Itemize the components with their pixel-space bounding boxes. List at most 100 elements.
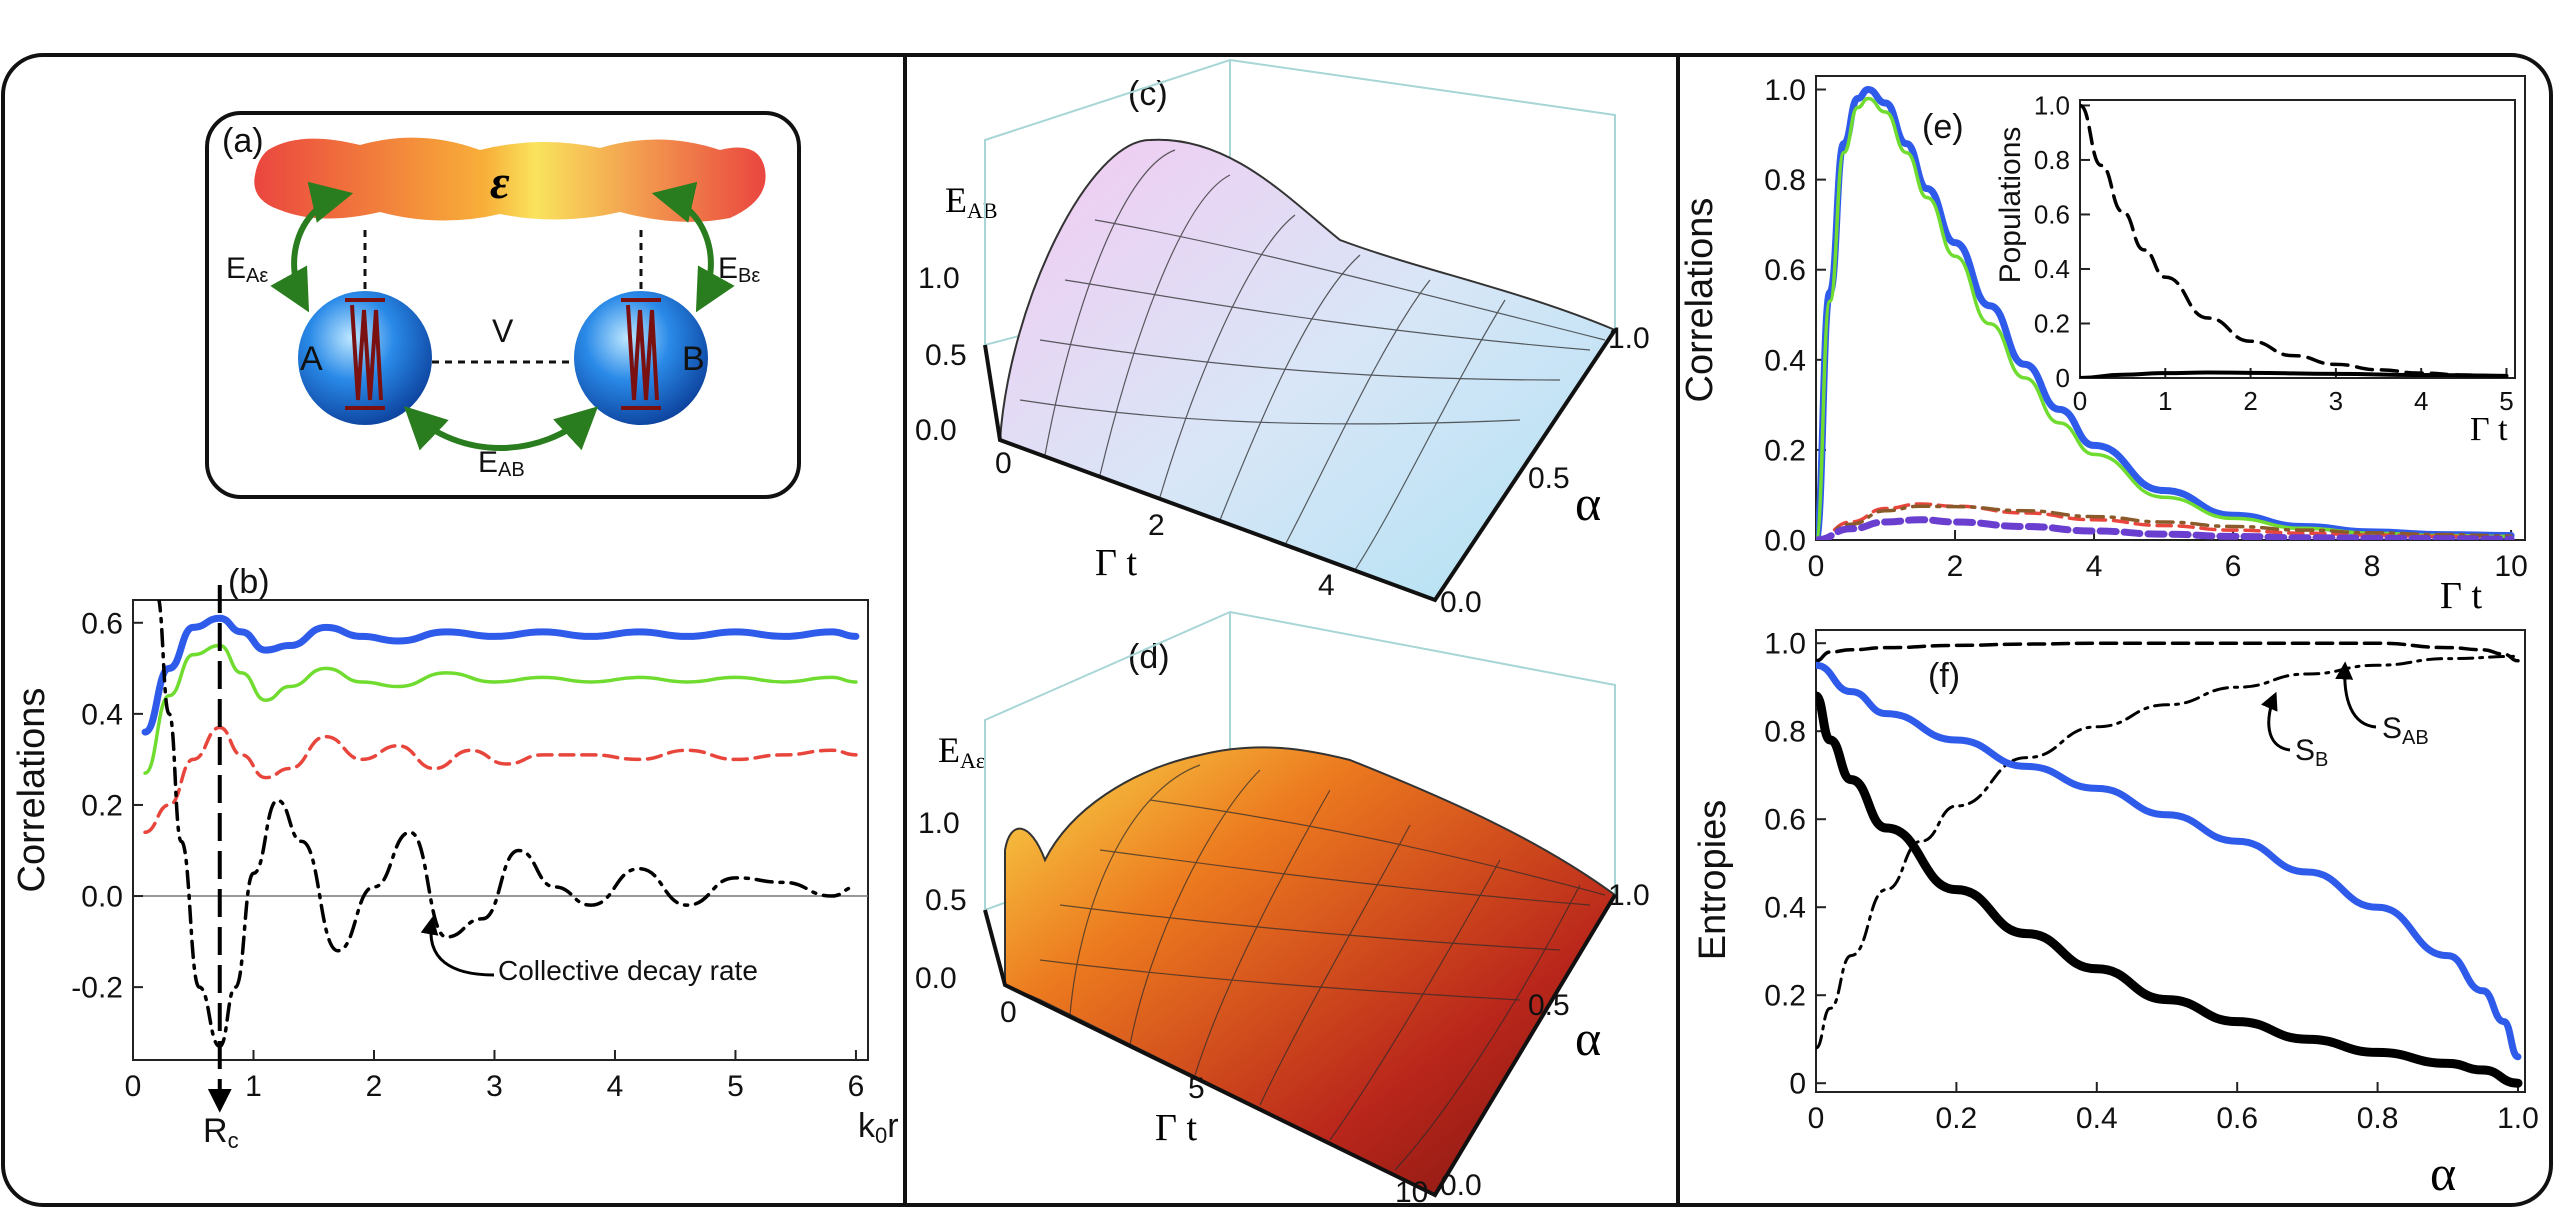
panel-a-diagram: (a) ε A B V EAε EBε EAB: [205, 111, 801, 499]
panel-a-label: (a): [222, 122, 264, 160]
panel-b-annotation-arrow: [420, 916, 495, 977]
panel-e-xtick-label: 8: [2364, 550, 2381, 583]
inset-plot-frame: [2079, 99, 2516, 379]
panel-c-zt-1: 0.5: [925, 339, 967, 372]
panel-f-plot-frame: [1815, 629, 2526, 1093]
panel-b-ytick-label: 0.2: [81, 789, 123, 822]
panel-f-label: (f): [1928, 657, 1960, 695]
panel-b-ytick-label: 0.6: [81, 607, 123, 640]
panel-b-series-green: [143, 643, 858, 775]
panel-e-ytick-label: 0.4: [1764, 344, 1806, 377]
panel-d-yt-0: 0.0: [1440, 1169, 1482, 1202]
panel-b-plot-frame: [132, 599, 869, 1061]
panel-b-xtick-label: 5: [727, 1070, 744, 1103]
label-e-ab: EAB: [478, 446, 525, 481]
panel-b-chart: (b) Correlations k0r Rc Collective decay…: [11, 563, 899, 1153]
panel-c-front-axes: [983, 328, 1617, 603]
panel-f-xtick-label: 0.4: [2076, 1102, 2118, 1135]
inset-ylabel: Populations: [1994, 127, 2027, 284]
inset-xlabel: Γ t: [2470, 411, 2508, 448]
panel-b-series-red-dashed: [143, 725, 858, 835]
panel-f-xlabel: α: [2430, 1145, 2456, 1201]
panel-c-ylabel: α: [1575, 475, 1601, 531]
panel-f-xtick-label: 0.2: [1936, 1102, 1978, 1135]
qubit-a: [298, 291, 432, 425]
inset-ytick-label: 0.6: [2034, 200, 2070, 230]
panel-e-xtick-label: 6: [2225, 550, 2242, 583]
panel-e-inset-chart: Populations Γ t ρ33 ρ22 01234500.20.40.6…: [1994, 90, 2516, 448]
panel-d-zlabel: EAε: [938, 730, 985, 773]
figure-frame: [1, 53, 2553, 1207]
panel-f-xtick-label: 1.0: [2497, 1102, 2539, 1135]
panel-d-yt-1: 0.5: [1528, 989, 1570, 1022]
label-e-a-env: EAε: [226, 252, 268, 287]
panel-c-surface: (c) EAB Γ t α 0.0 0.5 1.0 0 2 4 0.0 0.5 …: [915, 58, 1650, 619]
panel-e-xtick-label: 2: [1947, 550, 1964, 583]
panel-b-rc-label: Rc: [203, 1112, 239, 1153]
panel-b-ytick-label: -0.2: [71, 972, 123, 1005]
panel-d-xlabel: Γ t: [1155, 1107, 1197, 1149]
panel-f-sb-arrow: [2261, 691, 2291, 752]
panel-b-ytick-label: 0.0: [81, 881, 123, 914]
coupling-v-label: V: [492, 313, 514, 349]
label-e-b-env: EBε: [718, 252, 760, 287]
panel-c-xt-0: 0: [995, 447, 1012, 480]
panel-e-series-green: [1816, 96, 2513, 540]
panel-c-surface-fill: [998, 138, 1617, 602]
panel-b-xtick-label: 2: [366, 1070, 383, 1103]
panel-d-zt-2: 1.0: [918, 807, 960, 840]
panel-c-xt-1: 2: [1148, 509, 1165, 542]
panel-d-xt-0: 0: [1000, 996, 1017, 1029]
inset-xtick-label: 1: [2158, 386, 2172, 416]
panel-f-ytick-label: 0.2: [1764, 980, 1806, 1013]
inset-ytick-label: 1.0: [2034, 91, 2070, 121]
panel-f-xtick-label: 0.8: [2357, 1102, 2399, 1135]
inset-xtick-label: 3: [2329, 386, 2343, 416]
arrow-a-b: [403, 406, 599, 451]
panel-b-series-black-dashdot: [157, 600, 858, 1049]
panel-e-xtick-label: 0: [1808, 550, 1825, 583]
panel-c-yt-0: 0.0: [1440, 586, 1482, 619]
panel-f-ytick-label: 0.4: [1764, 892, 1806, 925]
inset-ytick-label: 0: [2056, 363, 2070, 393]
environment-cloud: [254, 137, 766, 222]
panel-b-xtick-label: 0: [125, 1070, 142, 1103]
inset-ytick-label: 0.8: [2034, 145, 2070, 175]
panel-e-xtick-label: 10: [2494, 550, 2527, 583]
panel-f-xtick-label: 0: [1808, 1102, 1825, 1135]
panel-e-series-purple-dashed: [1816, 516, 2515, 540]
panel-c-zlabel: EAB: [945, 180, 998, 223]
panel-e-series-brown-dashdot: [1816, 504, 2513, 540]
inset-xtick-label: 2: [2243, 386, 2257, 416]
inset-xtick-label: 4: [2414, 386, 2428, 416]
panel-b-annotation: Collective decay rate: [498, 955, 758, 986]
environment-label: ε: [490, 156, 510, 209]
panel-f-sab-arrow: [2335, 661, 2377, 729]
panel-d-zt-0: 0.0: [915, 962, 957, 995]
panel-d-front-axes: [983, 893, 1617, 1198]
panel-b-ytick-label: 0.4: [81, 698, 123, 731]
panel-e-ytick-label: 0.6: [1764, 254, 1806, 287]
panel-b-xtick-label: 4: [607, 1070, 624, 1103]
panel-e-chart: (e) Correlations Γ t 0 2 4 6 8 100.00.20.40.6…: [1679, 74, 2528, 617]
panel-c-xt-2: 4: [1318, 569, 1335, 602]
panel-f-ytick-label: 0.6: [1764, 804, 1806, 837]
panel-d-zt-1: 0.5: [925, 884, 967, 917]
panel-b-label: (b): [228, 563, 270, 601]
panel-e-ytick-label: 1.0: [1764, 74, 1806, 107]
panel-d-xt-1: 5: [1188, 1072, 1205, 1105]
panel-d-xt-2: 10: [1395, 1176, 1428, 1209]
panel-c-yt-2: 1.0: [1608, 322, 1650, 355]
panel-e-ytick-label: 0.0: [1764, 525, 1806, 558]
arrow-a-env: [270, 181, 354, 313]
inset-ytick-label: 0.4: [2034, 254, 2070, 284]
inset-series-rho22: [2080, 370, 2509, 378]
panel-c-xlabel: Γ t: [1095, 542, 1137, 584]
panel-f-series-S_B: [1816, 654, 2520, 1050]
panel-f-ytick-label: 1.0: [1764, 628, 1806, 661]
panel-f-ytick-label: 0.8: [1764, 716, 1806, 749]
panel-e-series-blue: [1816, 86, 2515, 540]
panel-e-ytick-label: 0.2: [1764, 434, 1806, 467]
panel-b-xtick-label: 3: [486, 1070, 503, 1103]
